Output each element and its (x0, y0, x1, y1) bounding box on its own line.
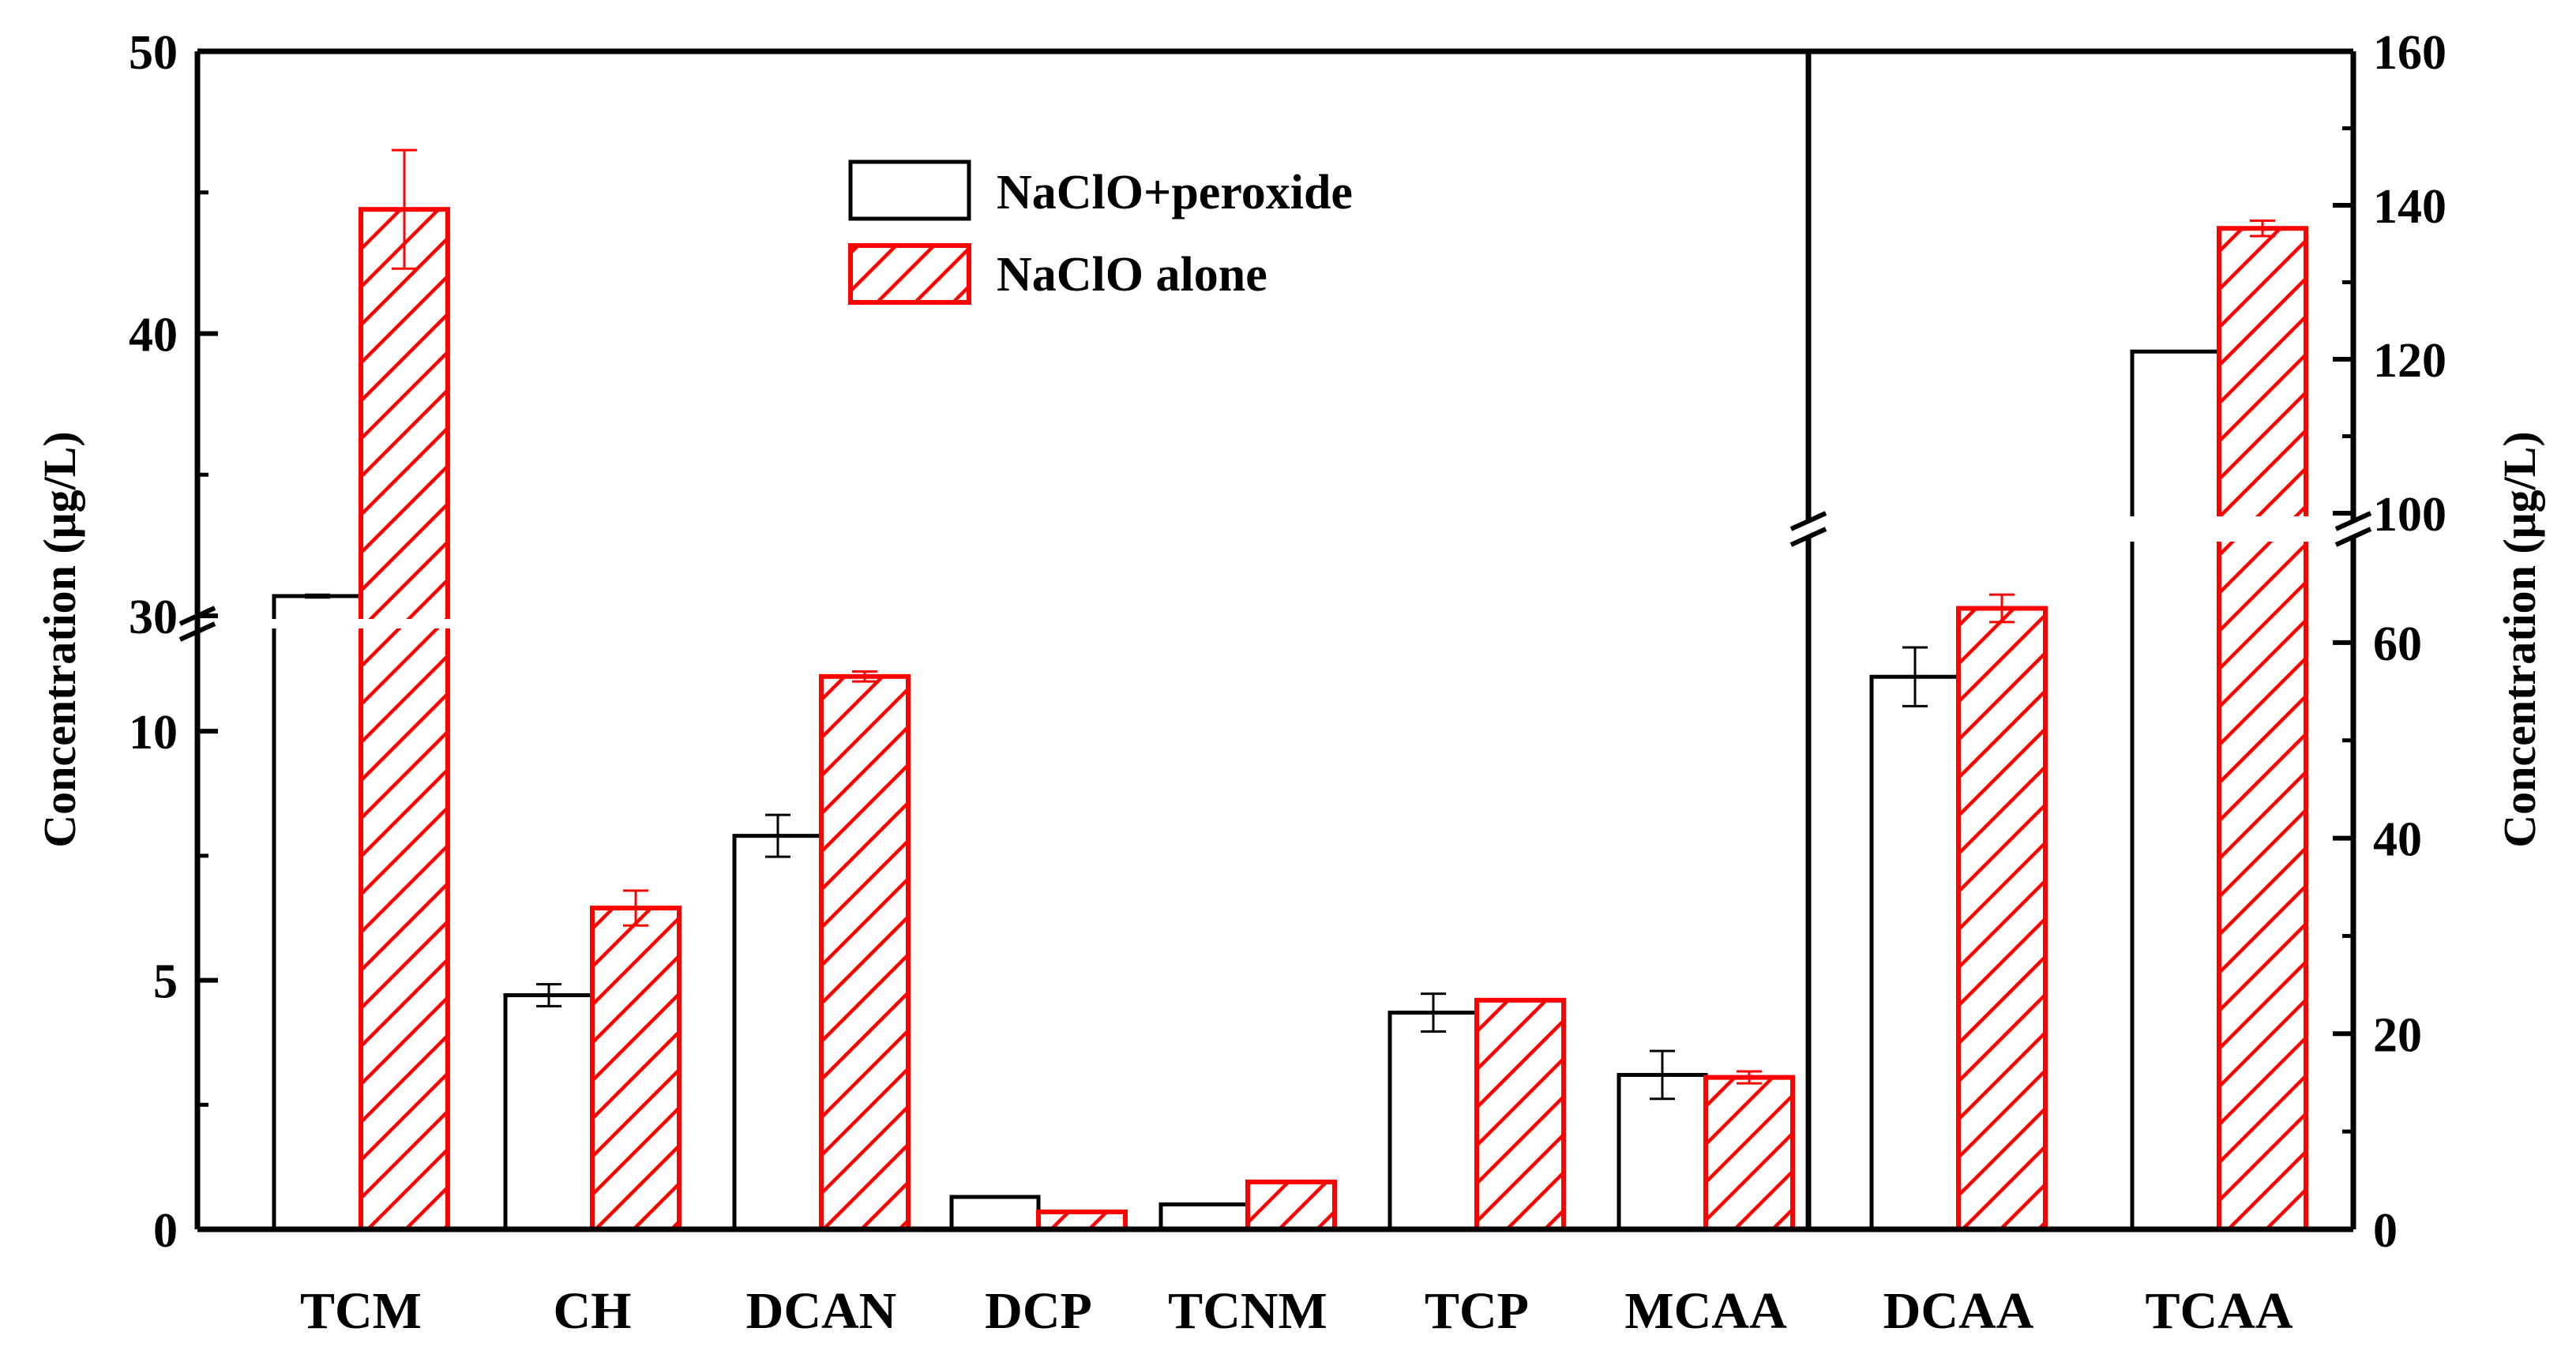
y-axis-label-left: Concentration (μg/L) (34, 431, 85, 847)
bar-dcaa-naclo-alone (1956, 606, 2048, 1232)
bars-layer (269, 207, 2311, 1232)
x-tick-label-mcaa: MCAA (1624, 1282, 1787, 1340)
bar-mcaa-naclo-peroxide (1617, 1072, 1708, 1232)
bar-dcp-naclo-peroxide (949, 1195, 1041, 1232)
bar-break-gap-tcm-1 (356, 619, 452, 628)
left-tick-label: 0 (153, 1204, 178, 1258)
bar-ch-naclo-alone (590, 906, 682, 1232)
error-bars-layer (305, 148, 2275, 1101)
right-axis-break-mark (2334, 511, 2372, 531)
legend-swatch-peroxide (848, 159, 971, 221)
bar-break-gap-tcm-0 (269, 619, 366, 628)
bar-break-gap-tcaa-1 (2214, 516, 2311, 542)
right-tick-label: 120 (2373, 334, 2446, 388)
right-axis-break-mark (2334, 527, 2372, 547)
x-tick-label-dcan: DCAN (746, 1282, 897, 1340)
bar-tcaa-naclo-peroxide (2130, 349, 2221, 1232)
right-tick-label: 60 (2373, 617, 2422, 671)
right-tick-label: 40 (2373, 813, 2422, 867)
x-tick-label-tcnm: TCNM (1168, 1282, 1327, 1340)
bar-tcnm-naclo-peroxide (1158, 1202, 1250, 1232)
bar-tcm-naclo-peroxide (272, 594, 363, 1232)
x-tick-label-dcaa: DCAA (1883, 1282, 2034, 1340)
legend-label-alone: NaClO alone (997, 248, 1267, 302)
bar-tcnm-naclo-alone (1245, 1180, 1337, 1232)
bar-tcaa-naclo-alone (2217, 226, 2308, 1232)
x-tick-label-ch: CH (554, 1282, 632, 1340)
right-tick-label: 160 (2373, 26, 2446, 80)
left-tick-label: 5 (153, 955, 178, 1009)
axes-frame: TCM CH DCAN DCP TCNM TCP MCAA DCAA TCAA 0 5 10 30 40 5… (129, 26, 2446, 1340)
x-tick-label-dcp: DCP (985, 1282, 1092, 1340)
x-tick-label-tcaa: TCAA (2145, 1282, 2292, 1340)
split-divider-break-mark (1789, 527, 1827, 547)
bar-ch-naclo-peroxide (503, 993, 595, 1232)
x-tick-label-tcm: TCM (300, 1282, 422, 1340)
split-divider-break-mark (1789, 511, 1827, 531)
right-tick-label: 20 (2373, 1008, 2422, 1062)
right-tick-label: 140 (2373, 180, 2446, 234)
bar-dcaa-naclo-peroxide (1869, 674, 1961, 1232)
bar-dcan-naclo-alone (819, 673, 911, 1232)
bar-break-gap-tcaa-0 (2127, 516, 2224, 542)
legend-label-peroxide: NaClO+peroxide (997, 166, 1353, 219)
bar-tcp-naclo-alone (1474, 997, 1566, 1232)
y-axis-label-right: Concentration (μg/L) (2494, 431, 2545, 847)
left-tick-label: 10 (129, 706, 178, 760)
right-tick-label: 100 (2373, 488, 2446, 542)
x-tick-label-tcp: TCP (1425, 1282, 1529, 1340)
bar-dcan-naclo-peroxide (732, 834, 824, 1232)
bar-tcp-naclo-peroxide (1388, 1011, 1479, 1232)
left-tick-label: 30 (129, 591, 178, 644)
left-tick-label: 40 (129, 309, 178, 362)
legend: NaClO+peroxide NaClO alone (848, 159, 1353, 305)
legend-swatch-alone (848, 243, 971, 305)
left-tick-label: 50 (129, 26, 178, 80)
left-axis-break-mark (178, 621, 216, 642)
bar-tcm-naclo-alone (359, 207, 450, 1232)
right-tick-label: 0 (2373, 1204, 2398, 1258)
bar-mcaa-naclo-alone (1703, 1075, 1795, 1232)
